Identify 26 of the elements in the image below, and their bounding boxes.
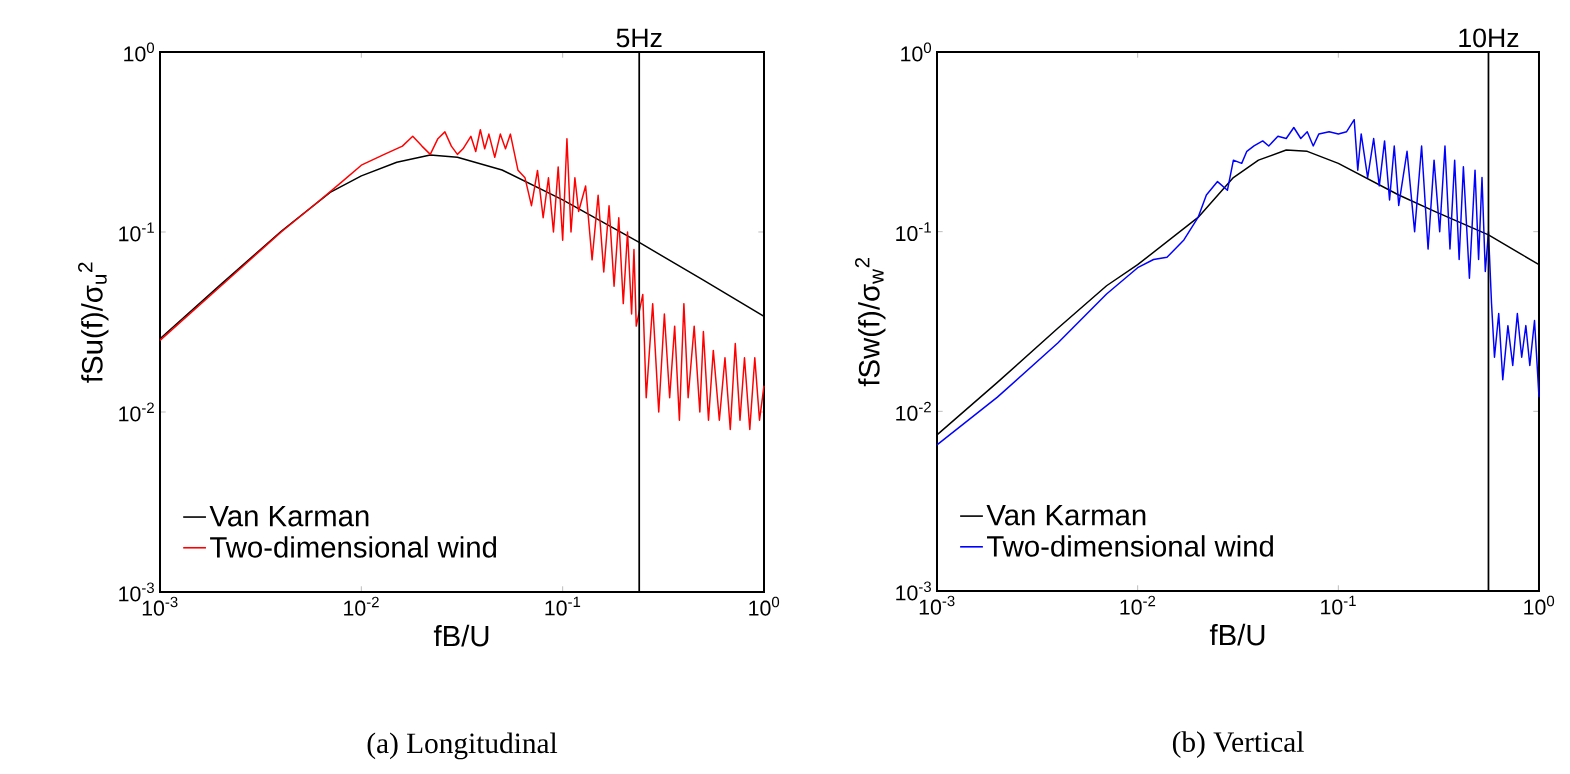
legend-label: Two-dimensional wind — [210, 536, 497, 558]
x-tick-label: 10$^{0}$ — [1524, 595, 1555, 615]
y-tick-label: 10$^{-1}$ — [896, 222, 931, 242]
legend-label: Van Karman — [209, 505, 369, 527]
y-tick-label: 10$^{0}$ — [124, 42, 155, 62]
y-tick-label: 10$^{0}$ — [901, 42, 932, 62]
x-axis-title: fB/U — [1209, 623, 1265, 646]
x-tick-label: 10$^{-2}$ — [344, 596, 379, 616]
x-tick-label: 10$^{-3}$ — [142, 596, 178, 616]
x-tick-label: 10$^{-1}$ — [1321, 595, 1356, 615]
y-tick-label: 10$^{-2}$ — [896, 401, 931, 421]
ref-line-label: 10Hz — [1459, 28, 1519, 48]
legend-label: Van Karman — [986, 505, 1146, 526]
text: (a) Longitudinal — [367, 732, 558, 760]
x-axis-title: fB/U — [433, 624, 489, 647]
y-axis-title: fSu(f)/σ$_{u}$2 — [78, 262, 109, 383]
legend-label: Two-dimensional wind — [987, 535, 1273, 557]
y-tick-label: 10$^{-2}$ — [119, 402, 154, 422]
text: (b) Vertical — [1172, 731, 1304, 758]
y-tick-label: 10$^{-1}$ — [119, 222, 154, 242]
x-tick-label: 10$^{-1}$ — [545, 596, 581, 616]
x-tick-label: 10$^{0}$ — [749, 596, 780, 616]
x-tick-label: 10$^{-3}$ — [919, 595, 955, 615]
y-axis-title: fSw(f)/σ$_{w}$2 — [855, 257, 886, 387]
x-tick-label: 10$^{-2}$ — [1120, 595, 1156, 615]
ref-line-label: 5Hz — [616, 28, 662, 48]
